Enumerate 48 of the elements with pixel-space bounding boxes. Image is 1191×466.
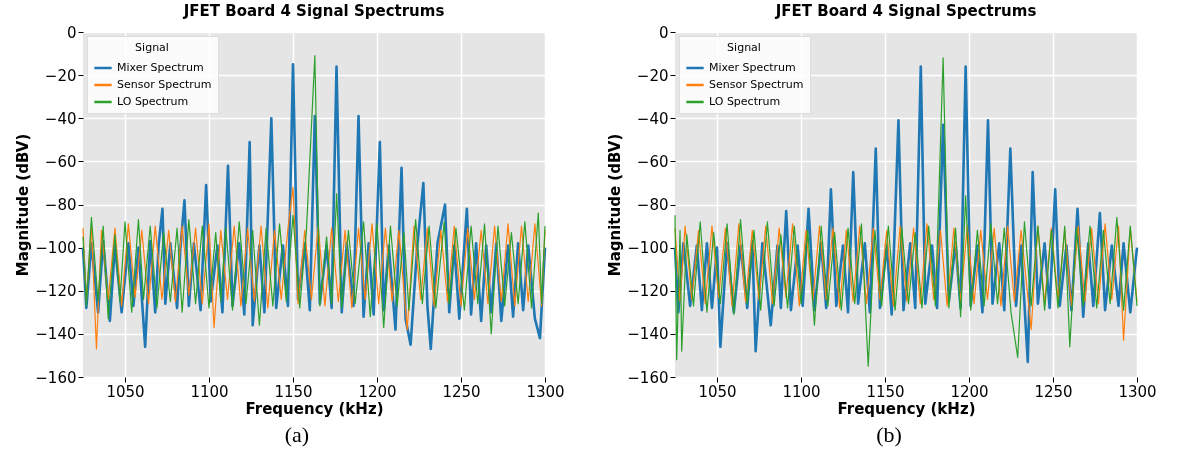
y-tick-label: −60	[636, 152, 669, 171]
legend-title: Signal	[135, 41, 169, 54]
line-series	[82, 186, 546, 350]
y-tick-label: −80	[636, 196, 669, 214]
y-tick-label: −40	[636, 109, 669, 128]
y-tick-label: 0	[66, 23, 77, 42]
x-tick-label: 1150	[274, 382, 313, 401]
text: (a)	[283, 422, 311, 448]
legend-title: Signal	[727, 41, 761, 54]
x-tick-label: 1150	[866, 382, 905, 401]
x-axis-title: Frequency (kHz)	[837, 399, 976, 418]
x-tick-label: 1100	[190, 382, 229, 401]
legend-label: Sensor Spectrum	[709, 78, 804, 91]
y-tick-label: −140	[35, 325, 77, 344]
x-axis-title: Frequency (kHz)	[245, 399, 384, 418]
text: (b)	[875, 422, 903, 448]
legend-label: Mixer Spectrum	[117, 61, 204, 74]
x-tick-label: 1200	[950, 382, 989, 401]
chart-title: JFET Board 4 Signal Spectrums	[182, 2, 445, 20]
y-tick-label: −160	[35, 368, 77, 387]
y-tick-label: −60	[44, 152, 77, 171]
y-tick-label: −20	[44, 66, 77, 85]
y-axis-title: Magnitude (dBV)	[606, 133, 625, 277]
y-tick-label: −80	[44, 196, 77, 214]
legend-label: Mixer Spectrum	[709, 61, 796, 74]
x-tick-label: 1300	[526, 382, 565, 401]
chart-title: JFET Board 4 Signal Spectrums	[774, 2, 1037, 20]
legend-label: Sensor Spectrum	[117, 78, 212, 91]
x-tick-label: 1050	[698, 382, 737, 401]
x-tick-label: 1200	[358, 382, 397, 401]
x-tick-label: 1100	[782, 382, 821, 401]
y-tick-label: −140	[627, 325, 669, 344]
y-tick-label: −40	[44, 109, 77, 128]
x-tick-label: 1050	[106, 382, 145, 401]
y-tick-label: −160	[627, 368, 669, 387]
y-tick-label: −120	[35, 282, 77, 301]
legend-label: LO Spectrum	[117, 95, 189, 108]
y-tick-label: 0	[658, 23, 669, 42]
y-tick-label: −100	[627, 239, 669, 258]
legend-label: LO Spectrum	[709, 95, 781, 108]
x-tick-label: 1250	[1034, 382, 1073, 401]
y-axis-title: Magnitude (dBV)	[14, 133, 33, 277]
y-tick-label: −100	[35, 239, 77, 258]
x-tick-label: 1250	[442, 382, 481, 401]
y-tick-label: −120	[627, 282, 669, 301]
x-tick-label: 1300	[1118, 382, 1157, 401]
line-series	[674, 223, 1138, 341]
y-tick-label: −20	[636, 66, 669, 85]
